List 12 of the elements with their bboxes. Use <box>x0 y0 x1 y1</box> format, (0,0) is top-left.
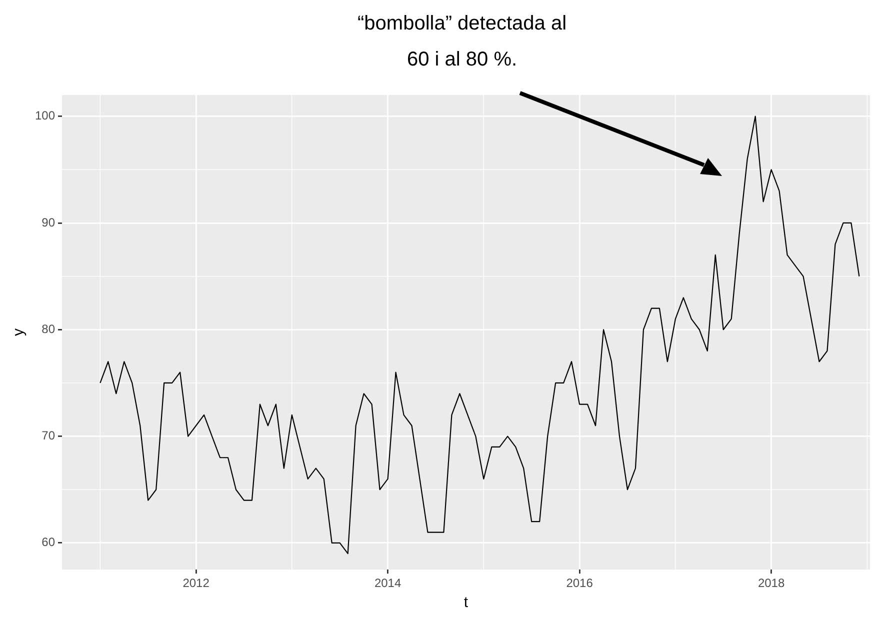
x-tick-label: 2012 <box>182 576 210 590</box>
x-tick-label: 2014 <box>374 576 402 590</box>
x-axis-title: t <box>464 594 469 612</box>
y-tick-label: 70 <box>42 428 56 443</box>
y-tick-label: 60 <box>42 535 56 550</box>
x-tick-label: 2018 <box>758 576 785 590</box>
y-tick-label: 90 <box>42 215 56 230</box>
y-axis-title: y <box>10 328 28 336</box>
x-tick-label: 2016 <box>566 576 594 590</box>
y-tick-label: 80 <box>42 322 56 336</box>
text: “bombolla” detectada al 60 i al 80 %. <box>357 12 567 71</box>
y-tick-label: 100 <box>34 108 56 123</box>
